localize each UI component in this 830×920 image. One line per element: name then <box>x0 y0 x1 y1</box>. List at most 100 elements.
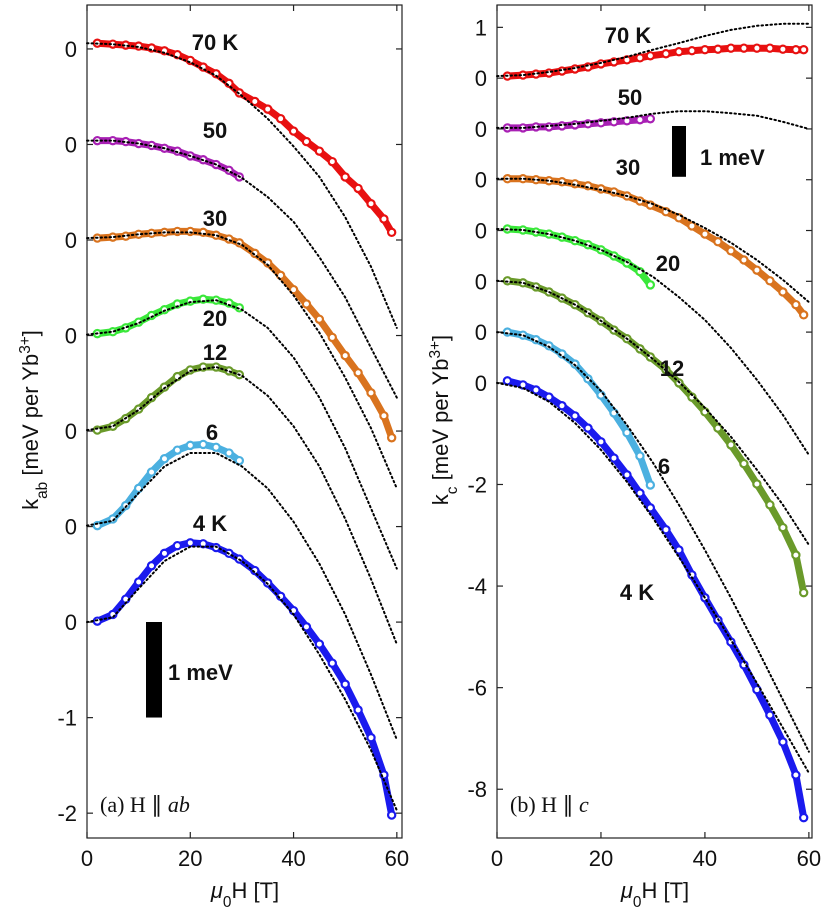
series-label: 4 K <box>193 511 227 536</box>
series-label: 30 <box>616 155 640 180</box>
data-point <box>674 47 684 57</box>
x-axis-label-part: 0 <box>223 894 232 911</box>
data-point <box>765 43 775 53</box>
x-tick-label: 0 <box>491 846 503 871</box>
fit-line <box>496 177 810 304</box>
axes-frame <box>496 4 813 839</box>
data-point <box>752 684 762 695</box>
data-point <box>778 522 788 533</box>
data-trace <box>503 277 808 597</box>
data-point <box>502 327 513 337</box>
data-point <box>778 737 788 747</box>
scale-bar <box>146 622 162 718</box>
data-point <box>765 710 775 720</box>
fit-line <box>86 299 398 570</box>
data-point <box>778 44 788 54</box>
data-point <box>502 376 513 386</box>
panel-annotation-part: (b) H ∥ <box>510 792 579 817</box>
data-point <box>609 117 619 127</box>
data-point <box>645 51 656 61</box>
y-axis-label-part: [meV per Yb <box>18 354 43 482</box>
data-point <box>791 44 801 55</box>
y-tick-label: 0 <box>475 168 487 193</box>
data-point <box>726 246 736 256</box>
y-tick-label: -8 <box>467 777 487 802</box>
y-axis-label: kab [meV per Yb3+] <box>17 330 51 510</box>
data-point <box>314 146 325 156</box>
panel-annotation: (a) H ∥ ab <box>100 792 190 817</box>
series-label: 6 <box>206 420 218 445</box>
panel: -2 -1 0 0 0 0 0 0 0 0 20 40 60 70 K 50 30 20 12 6 4 K 1 meV (… <box>17 4 409 911</box>
x-axis-label-part: μ <box>620 878 633 903</box>
data-point <box>609 453 619 463</box>
data-point <box>570 411 580 421</box>
data-point <box>700 44 710 55</box>
panel-annotation-part: (a) H ∥ <box>100 792 168 817</box>
data-point <box>314 314 325 324</box>
data-point <box>622 470 632 480</box>
data-point <box>765 276 775 286</box>
y-tick-label: 0 <box>475 66 487 91</box>
x-axis-label-part: 0 <box>633 894 642 911</box>
scale-bar-label: 1 meV <box>168 660 233 685</box>
x-axis-label-part: H [T] <box>231 878 279 903</box>
fit-line <box>86 545 398 812</box>
x-tick-label: 20 <box>178 846 202 871</box>
data-point <box>301 136 312 147</box>
y-tick-label: 0 <box>65 419 77 444</box>
data-point <box>314 639 325 649</box>
data-point <box>172 540 183 551</box>
data-point <box>645 114 656 124</box>
y-tick-label: -1 <box>57 706 77 731</box>
data-point <box>327 658 337 668</box>
series-label: 50 <box>203 118 227 143</box>
panel-annotation: (b) H ∥ c <box>510 792 589 817</box>
y-tick-label: 0 <box>65 37 77 62</box>
data-point <box>791 299 801 310</box>
panel-annotation-part: ab <box>168 792 190 817</box>
data-point <box>791 550 801 560</box>
y-axis-label-part: [meV per Yb <box>428 358 453 486</box>
data-point <box>622 427 632 438</box>
fit-line <box>496 228 810 456</box>
x-tick-label: 60 <box>385 846 409 871</box>
fit-line <box>86 452 398 741</box>
data-point <box>798 44 809 55</box>
y-tick-label: -2 <box>57 801 77 826</box>
series-label: 70 K <box>192 30 239 55</box>
y-tick-label: 0 <box>475 219 487 244</box>
y-axis-label-part: 3+ <box>427 341 444 359</box>
data-point <box>353 183 363 194</box>
data-point <box>366 388 376 398</box>
series-label: 30 <box>203 206 227 231</box>
x-tick-label: 60 <box>797 846 821 871</box>
data-point <box>687 221 697 231</box>
data-point <box>713 423 723 433</box>
data-trace <box>503 328 654 489</box>
y-tick-label: 0 <box>65 610 77 635</box>
data-point <box>159 548 170 559</box>
y-axis-label-part: k <box>18 498 43 510</box>
fit-line <box>496 279 810 546</box>
data-point <box>172 299 183 309</box>
data-point <box>379 411 389 421</box>
data-point <box>798 310 809 320</box>
data-point <box>635 53 645 63</box>
data-point <box>778 287 788 297</box>
fit-line <box>86 365 398 646</box>
data-point <box>172 371 183 382</box>
x-tick-label: 40 <box>281 846 305 871</box>
data-point <box>674 545 684 555</box>
y-tick-label: 0 <box>475 320 487 345</box>
data-trace <box>93 39 396 236</box>
data-point <box>687 46 697 56</box>
y-tick-label: -6 <box>467 676 487 701</box>
y-tick-label: 0 <box>475 117 487 142</box>
data-point <box>635 451 645 461</box>
data-point <box>263 104 273 114</box>
data-point <box>557 232 567 242</box>
x-axis-label: μ0H [T] <box>210 878 279 911</box>
scale-bar <box>672 126 686 177</box>
